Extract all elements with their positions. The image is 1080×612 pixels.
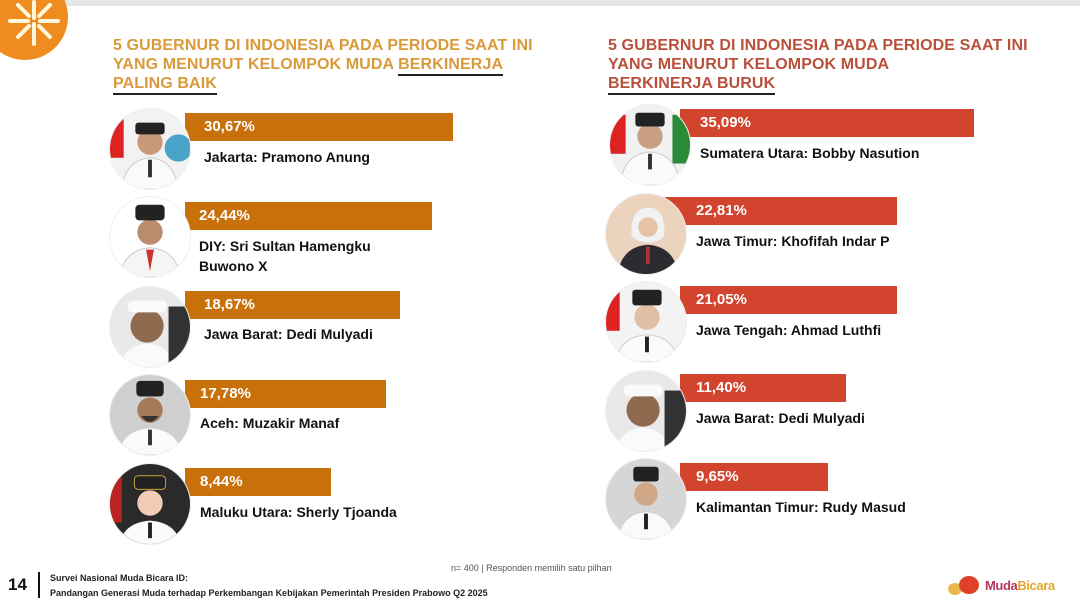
- governor-name: Jawa Barat: Dedi Mulyadi: [696, 410, 865, 426]
- governor-photo: [605, 458, 687, 540]
- governor-name: Sumatera Utara: Bobby Nasution: [700, 145, 920, 161]
- governor-photo: [605, 281, 687, 363]
- worst-performance-title: 5 GUBERNUR DI INDONESIA PADA PERIODE SAA…: [608, 36, 1048, 95]
- governor-photo: [605, 193, 687, 275]
- footer-divider: [38, 572, 40, 598]
- chat-bubble-icon: [948, 583, 962, 595]
- chat-bubble-icon: [959, 576, 979, 594]
- bar: [185, 380, 386, 408]
- percentage-label: 30,67%: [204, 118, 255, 135]
- brand-part1: Muda: [985, 577, 1018, 593]
- bar: [680, 463, 828, 491]
- percentage-label: 21,05%: [696, 291, 747, 308]
- governor-photo: [609, 104, 691, 186]
- bar: [185, 113, 453, 141]
- bar: [665, 197, 897, 225]
- brand-part2: Bicara: [1017, 577, 1055, 593]
- percentage-label: 22,81%: [696, 202, 747, 219]
- governor-photo: [605, 370, 687, 452]
- governor-photo: [109, 374, 191, 456]
- governor-name: Jawa Timur: Khofifah Indar P: [696, 233, 890, 249]
- title-underlined: BERKINERJA BURUK: [608, 75, 776, 95]
- bar: [185, 291, 400, 319]
- governor-photo: [109, 108, 191, 190]
- governor-name: DIY: Sri Sultan Hamengku: [199, 238, 371, 254]
- governor-name-line2: Buwono X: [199, 258, 268, 274]
- footer-subtitle: Pandangan Generasi Muda terhadap Perkemb…: [50, 588, 488, 598]
- title-text: 5 GUBERNUR DI INDONESIA PADA PERIODE SAA…: [113, 37, 533, 73]
- governor-photo: [109, 463, 191, 545]
- best-performance-title: 5 GUBERNUR DI INDONESIA PADA PERIODE SAA…: [113, 36, 573, 95]
- governor-name: Kalimantan Timur: Rudy Masud: [696, 499, 906, 515]
- percentage-label: 9,65%: [696, 468, 739, 485]
- sun-logo-icon: [0, 0, 68, 60]
- sample-note: n= 400 | Responden memilih satu pilhan: [451, 563, 612, 573]
- page-number: 14: [8, 575, 27, 594]
- percentage-label: 24,44%: [199, 207, 250, 224]
- governor-photo: [109, 286, 191, 368]
- percentage-label: 18,67%: [204, 296, 255, 313]
- percentage-label: 35,09%: [700, 114, 751, 131]
- governor-name: Aceh: Muzakir Manaf: [200, 415, 340, 431]
- footer-title: Survei Nasional Muda Bicara ID:: [50, 573, 189, 583]
- governor-name: Jawa Barat: Dedi Mulyadi: [204, 326, 373, 342]
- bar: [680, 286, 897, 314]
- percentage-label: 11,40%: [696, 379, 747, 396]
- title-underlined: PALING BAIK: [113, 75, 217, 95]
- bar: [680, 109, 974, 137]
- governor-name: Maluku Utara: Sherly Tjoanda: [200, 504, 397, 520]
- governor-photo: [109, 196, 191, 278]
- bar: [185, 202, 432, 230]
- bar: [680, 374, 846, 402]
- percentage-label: 17,78%: [200, 385, 251, 402]
- top-border: [0, 0, 1080, 6]
- governor-name: Jawa Tengah: Ahmad Luthfi: [696, 322, 882, 338]
- bar: [185, 468, 331, 496]
- title-text: 5 GUBERNUR DI INDONESIA PADA PERIODE SAA…: [608, 37, 1028, 73]
- governor-name: Jakarta: Pramono Anung: [204, 149, 370, 165]
- title-underlined: BERKINERJA: [398, 56, 504, 76]
- muda-bicara-logo: MudaBicara: [948, 572, 1055, 598]
- percentage-label: 8,44%: [200, 473, 243, 490]
